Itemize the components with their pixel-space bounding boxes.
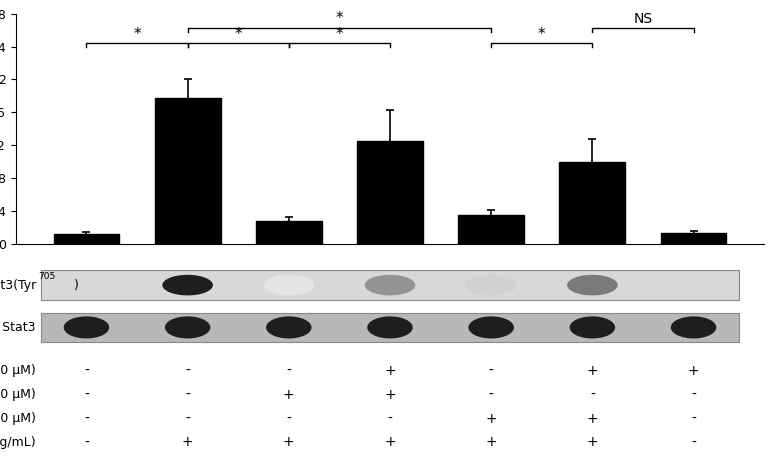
Ellipse shape bbox=[264, 275, 314, 295]
Text: 705: 705 bbox=[38, 272, 55, 280]
Text: +: + bbox=[587, 364, 598, 378]
Text: *: * bbox=[133, 27, 141, 42]
Bar bbox=[256, 221, 321, 244]
Text: +: + bbox=[385, 387, 395, 402]
Bar bbox=[54, 234, 119, 244]
Text: -: - bbox=[691, 436, 696, 449]
Text: *: * bbox=[335, 11, 343, 26]
Bar bbox=[357, 141, 423, 244]
Bar bbox=[154, 98, 221, 244]
Text: -: - bbox=[185, 387, 190, 402]
Bar bbox=[661, 233, 726, 244]
Text: +: + bbox=[283, 387, 295, 402]
Text: +: + bbox=[283, 436, 295, 449]
Ellipse shape bbox=[162, 275, 213, 295]
Text: -: - bbox=[691, 387, 696, 402]
Text: +: + bbox=[182, 436, 193, 449]
Text: -: - bbox=[84, 364, 89, 378]
Text: -: - bbox=[286, 411, 291, 425]
Text: -: - bbox=[84, 436, 89, 449]
Text: +: + bbox=[385, 436, 395, 449]
Text: -: - bbox=[388, 411, 392, 425]
Text: -: - bbox=[185, 364, 190, 378]
Text: +: + bbox=[587, 411, 598, 425]
Text: ): ) bbox=[74, 278, 79, 292]
Text: +: + bbox=[385, 364, 395, 378]
Text: IL-6 (10 ng/mL): IL-6 (10 ng/mL) bbox=[0, 436, 36, 449]
Text: NS: NS bbox=[633, 12, 653, 26]
Ellipse shape bbox=[266, 316, 311, 338]
Ellipse shape bbox=[567, 275, 618, 295]
Ellipse shape bbox=[569, 316, 615, 338]
Text: -: - bbox=[286, 364, 291, 378]
Text: -: - bbox=[691, 411, 696, 425]
Text: +: + bbox=[587, 436, 598, 449]
Text: +: + bbox=[688, 364, 700, 378]
Text: *: * bbox=[235, 27, 242, 42]
Text: -: - bbox=[489, 364, 494, 378]
Text: -: - bbox=[489, 387, 494, 402]
Ellipse shape bbox=[165, 316, 211, 338]
Ellipse shape bbox=[365, 275, 415, 295]
Text: +: + bbox=[485, 436, 497, 449]
Text: *: * bbox=[335, 27, 343, 42]
Text: Manassantin A (30 μM): Manassantin A (30 μM) bbox=[0, 388, 36, 401]
Text: -: - bbox=[590, 387, 595, 402]
Text: *: * bbox=[538, 27, 545, 42]
Text: Manassantin B (30 μM): Manassantin B (30 μM) bbox=[0, 412, 36, 425]
Ellipse shape bbox=[469, 316, 514, 338]
FancyBboxPatch shape bbox=[41, 270, 739, 300]
Text: -: - bbox=[185, 411, 190, 425]
Text: Sodium orthovanadate (50 μM): Sodium orthovanadate (50 μM) bbox=[0, 364, 36, 377]
Bar bbox=[459, 215, 524, 244]
Ellipse shape bbox=[367, 316, 413, 338]
Text: +: + bbox=[485, 411, 497, 425]
Ellipse shape bbox=[466, 275, 516, 295]
Text: P- Stat3(Tyr: P- Stat3(Tyr bbox=[0, 278, 36, 292]
Ellipse shape bbox=[64, 316, 109, 338]
Ellipse shape bbox=[671, 316, 716, 338]
Text: -: - bbox=[84, 411, 89, 425]
Text: T- Stat3: T- Stat3 bbox=[0, 321, 36, 334]
Bar bbox=[559, 162, 626, 244]
Text: -: - bbox=[84, 387, 89, 402]
FancyBboxPatch shape bbox=[41, 313, 739, 342]
